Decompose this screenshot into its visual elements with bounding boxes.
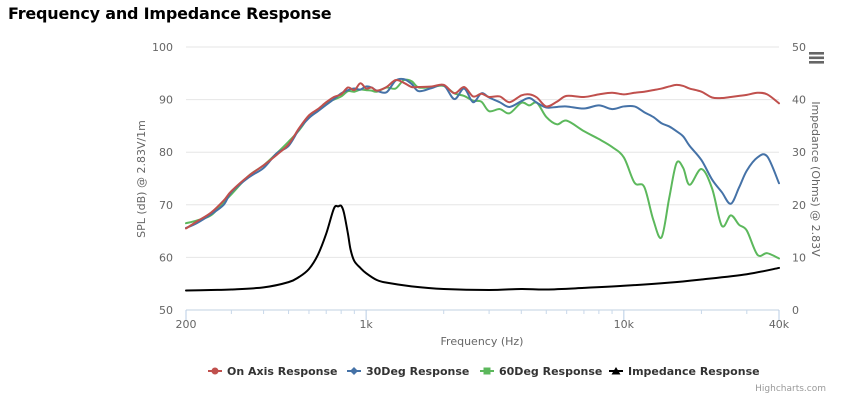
legend-label: 30Deg Response bbox=[366, 365, 469, 378]
series-line-30deg-response bbox=[185, 77, 780, 229]
y2-tick-label: 20 bbox=[792, 199, 806, 212]
legend-item[interactable]: 60Deg Response bbox=[480, 365, 602, 378]
series-line-impedance-response bbox=[185, 204, 780, 292]
legend-item[interactable]: Impedance Response bbox=[609, 365, 760, 378]
legend-item[interactable]: 30Deg Response bbox=[347, 365, 469, 378]
grid-lines bbox=[186, 46, 779, 311]
y-tick-label: 60 bbox=[159, 251, 173, 264]
y-tick-label: 80 bbox=[159, 146, 173, 159]
legend-marker bbox=[611, 367, 621, 375]
x-tick-label: 40k bbox=[769, 318, 790, 331]
legend-label: On Axis Response bbox=[227, 365, 338, 378]
y-tick-label: 100 bbox=[152, 41, 173, 54]
x-tick-label: 1k bbox=[359, 318, 373, 331]
legend-marker bbox=[483, 367, 491, 375]
menu-icon bbox=[809, 52, 824, 55]
y2-tick-label: 10 bbox=[792, 251, 806, 264]
legend-item[interactable]: On Axis Response bbox=[208, 365, 338, 378]
page-title: Frequency and Impedance Response bbox=[8, 4, 332, 23]
series-line-on-axis-response bbox=[185, 79, 780, 230]
legend-marker bbox=[211, 367, 219, 375]
x-tick-label: 10k bbox=[614, 318, 635, 331]
y-tick-label: 50 bbox=[159, 304, 173, 317]
chart-menu-button[interactable] bbox=[808, 50, 826, 66]
credits-link[interactable]: Highcharts.com bbox=[755, 384, 826, 394]
y-tick-label: 90 bbox=[159, 94, 173, 107]
series-line-60deg-response bbox=[185, 78, 780, 260]
y2-tick-label: 50 bbox=[792, 41, 806, 54]
y2-axis-label: Impedance (Ohms) @ 2.83V bbox=[809, 101, 822, 257]
y2-tick-label: 40 bbox=[792, 94, 806, 107]
y2-tick-label: 30 bbox=[792, 146, 806, 159]
legend-marker bbox=[350, 367, 358, 375]
plot-area bbox=[185, 77, 780, 292]
y-axis-label: SPL (dB) @ 2.83V/1m bbox=[135, 120, 148, 238]
y-tick-label: 70 bbox=[159, 199, 173, 212]
legend: On Axis Response 30Deg Response 60Deg Resp… bbox=[208, 365, 760, 378]
legend-label: 60Deg Response bbox=[499, 365, 602, 378]
x-tick-label: 200 bbox=[176, 318, 197, 331]
x-axis-label: Frequency (Hz) bbox=[441, 335, 524, 348]
y2-tick-label: 0 bbox=[792, 304, 799, 317]
legend-label: Impedance Response bbox=[628, 365, 760, 378]
